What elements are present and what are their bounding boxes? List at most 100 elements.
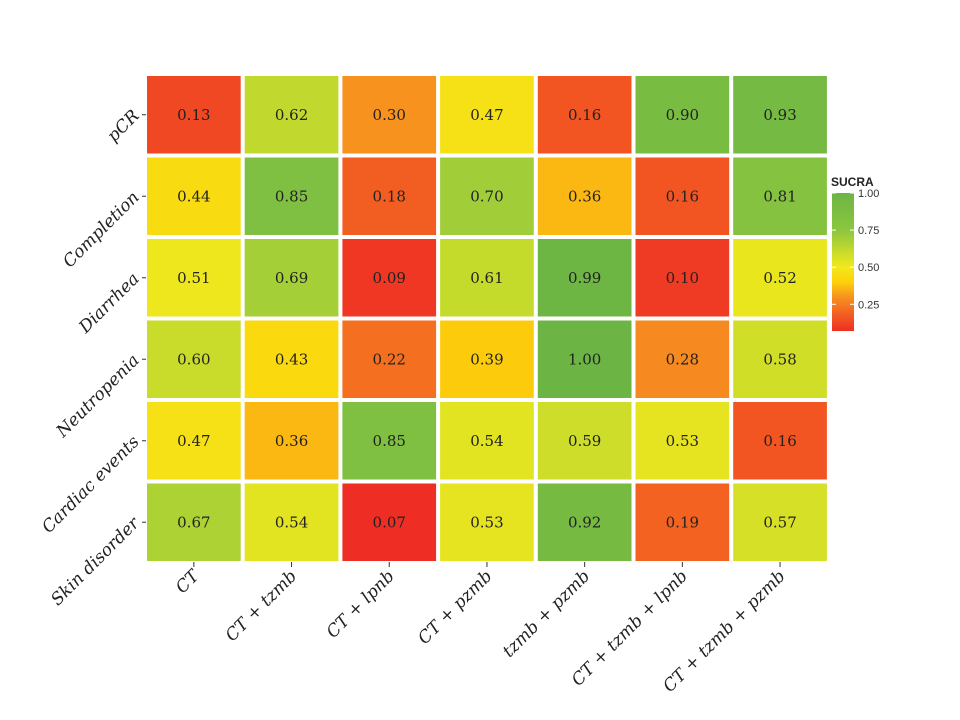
cell-value-label: 0.09 (373, 269, 406, 287)
legend-tick-label: 0.25 (858, 299, 879, 311)
heatmap-cell (147, 320, 241, 398)
cell-value-label: 0.85 (275, 187, 308, 205)
cell-value-label: 0.93 (763, 106, 796, 124)
heatmap-cell (342, 320, 437, 398)
heatmap-cell (440, 239, 534, 317)
heatmap-cell (342, 157, 437, 235)
legend-tick-label: 0.50 (858, 262, 879, 274)
column-label: tzmb + pzmb (499, 566, 594, 661)
cell-value-label: 0.92 (568, 513, 601, 531)
cell-value-label: 0.58 (763, 350, 796, 368)
heatmap-cell (244, 76, 339, 154)
heatmap-cell (733, 239, 827, 317)
column-label: CT + pzmb (414, 566, 496, 648)
heatmap-cell (537, 157, 632, 235)
heatmap-cell (635, 402, 730, 480)
heatmap-cell (440, 483, 534, 561)
heatmap-cell (147, 402, 241, 480)
legend: SUCRA 1.00 0.75 0.50 0.25 (831, 175, 879, 331)
heatmap-cell (147, 157, 241, 235)
heatmap-cell (733, 76, 827, 154)
heatmap-cell (147, 483, 241, 561)
heatmap-cell (440, 157, 534, 235)
row-label: Neutropenia (52, 351, 144, 443)
heatmap-cell (244, 483, 339, 561)
cell-value-label: 0.57 (763, 513, 796, 531)
cell-value-label: 0.30 (373, 106, 406, 124)
heatmap-cell (244, 157, 339, 235)
heatmap-cell (147, 239, 241, 317)
cell-value-label: 0.47 (470, 106, 503, 124)
cell-value-label: 0.07 (373, 513, 406, 531)
heatmap-cell (342, 239, 437, 317)
heatmap-cell (537, 402, 632, 480)
heatmap-cell (537, 239, 632, 317)
cell-value-label: 0.13 (177, 106, 210, 124)
row-label: Completion (59, 188, 143, 272)
cell-value-label: 0.22 (373, 350, 406, 368)
heatmap-cell (733, 157, 827, 235)
heatmap-cell (440, 320, 534, 398)
row-labels: pCRCompletionDiarrheaNeutropeniaCardiac … (38, 106, 146, 610)
heatmap-cell (440, 402, 534, 480)
heatmap-cell (733, 320, 827, 398)
heatmap-cell (635, 239, 730, 317)
column-label: CT + lpnb (323, 566, 399, 642)
column-label: CT (172, 565, 205, 598)
cell-value-label: 1.00 (568, 350, 601, 368)
cell-value-label: 0.36 (568, 187, 601, 205)
cell-value-label: 0.59 (568, 432, 601, 450)
heatmap-cell (635, 320, 730, 398)
cell-value-label: 0.67 (177, 513, 210, 531)
cell-value-label: 0.16 (568, 106, 601, 124)
heatmap-cell (733, 483, 827, 561)
cell-value-label: 0.16 (666, 187, 699, 205)
cell-value-label: 0.16 (763, 432, 796, 450)
cell-value-label: 0.18 (373, 187, 406, 205)
cell-value-label: 0.44 (177, 187, 210, 205)
cell-value-label: 0.54 (470, 432, 503, 450)
heatmap-cells: 0.13 0.62 0.30 0.47 0.16 0.90 0.93 0.44 0.85 0.18… (147, 76, 827, 561)
heatmap-cell (635, 157, 730, 235)
cell-value-label: 0.52 (763, 269, 796, 287)
legend-ticks: 1.00 0.75 0.50 0.25 (832, 188, 879, 311)
cell-value-label: 0.53 (666, 432, 699, 450)
legend-colorbar (832, 193, 854, 331)
cell-value-label: 0.47 (177, 432, 210, 450)
heatmap-cell (733, 402, 827, 480)
heatmap-cell (342, 402, 437, 480)
cell-value-label: 0.10 (666, 269, 699, 287)
heatmap-cell (244, 239, 339, 317)
cell-value-label: 0.28 (666, 350, 699, 368)
column-labels: CT CT + tzmb CT + lpnb CT + pzmb tzmb + pzmb… (172, 562, 790, 697)
heatmap-cell (147, 76, 241, 154)
legend-tick-label: 1.00 (858, 188, 879, 200)
legend-title: SUCRA (831, 175, 874, 189)
heatmap-cell (440, 76, 534, 154)
cell-value-label: 0.99 (568, 269, 601, 287)
cell-value-label: 0.85 (373, 432, 406, 450)
cell-value-label: 0.62 (275, 106, 308, 124)
heatmap-cell (244, 320, 339, 398)
cell-value-label: 0.53 (470, 513, 503, 531)
cell-value-label: 0.54 (275, 513, 308, 531)
cell-value-label: 0.90 (666, 106, 699, 124)
legend-tick-label: 0.75 (858, 225, 879, 237)
cell-value-label: 0.36 (275, 432, 308, 450)
heatmap-cell (342, 483, 437, 561)
cell-value-label: 0.81 (763, 187, 796, 205)
cell-value-label: 0.39 (470, 350, 503, 368)
heatmap-cell (342, 76, 437, 154)
heatmap-cell (244, 402, 339, 480)
heatmap-cell (635, 76, 730, 154)
row-label: Diarrhea (75, 269, 144, 338)
cell-value-label: 0.43 (275, 350, 308, 368)
heatmap-cell (537, 76, 632, 154)
cell-value-label: 0.60 (177, 350, 210, 368)
cell-value-label: 0.19 (666, 513, 699, 531)
heatmap-cell (635, 483, 730, 561)
cell-value-label: 0.51 (177, 269, 210, 287)
column-label: CT + tzmb (222, 566, 301, 645)
row-label: pCR (103, 106, 143, 146)
